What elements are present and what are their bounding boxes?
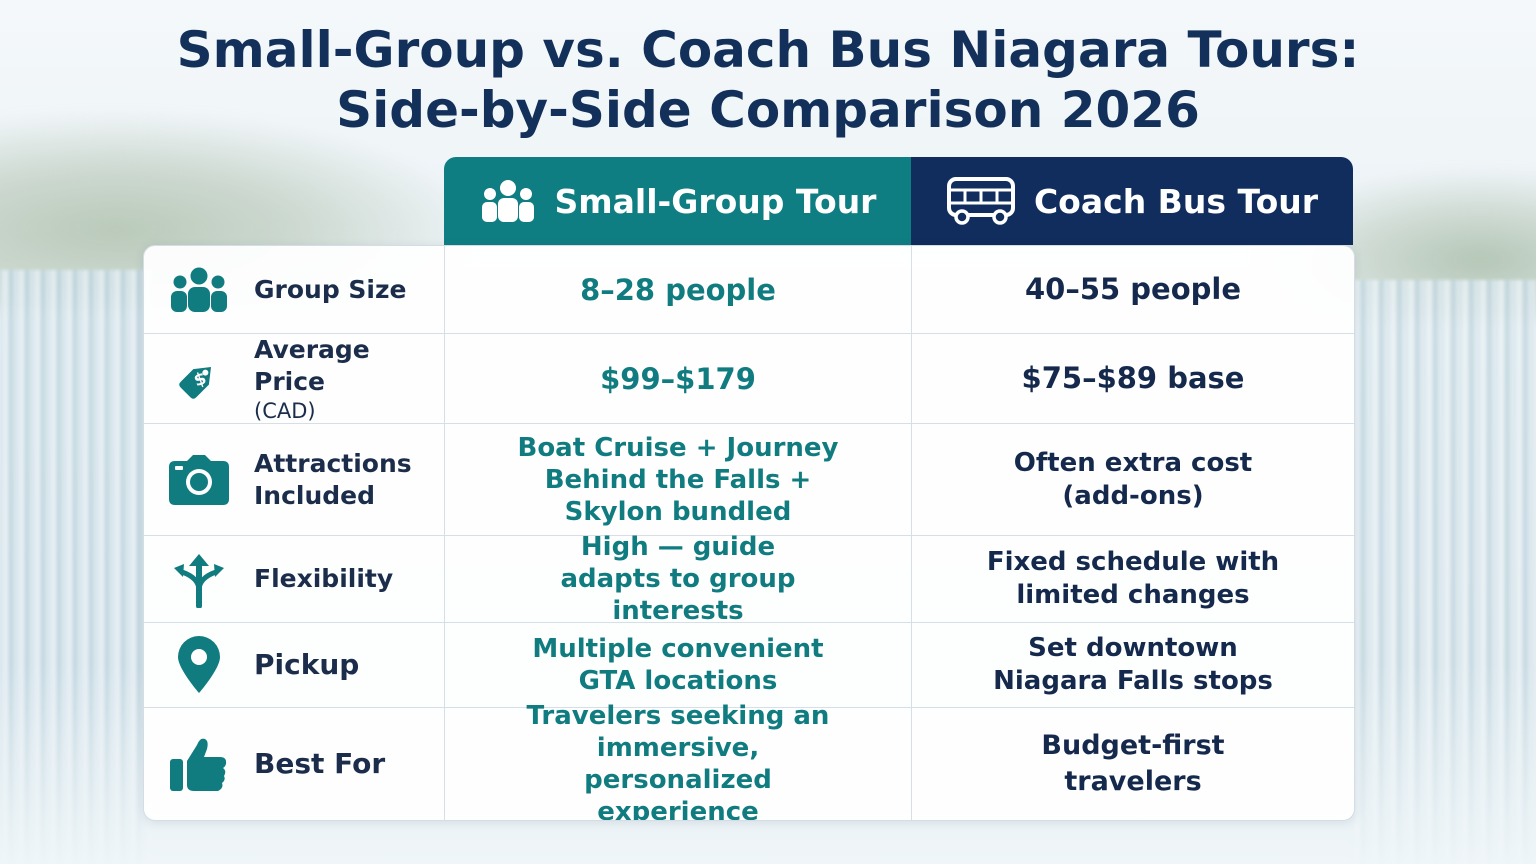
camera-icon (168, 449, 230, 511)
small-group-value-cell: Travelers seeking an immersive, personal… (445, 701, 912, 820)
row-label: Group Size (254, 274, 407, 304)
title-line-1: Small-Group vs. Coach Bus Niagara Tours: (176, 21, 1360, 79)
coach-bus-value: Budget-first travelers (1041, 730, 1225, 797)
table-row-pickup: Pickup Multiple convenient GTA locations… (144, 622, 1354, 707)
column-header-coach-bus: Coach Bus Tour (911, 157, 1353, 245)
row-label-cell: Attractions Included (144, 424, 445, 535)
coach-bus-value-cell: $75–$89 base (912, 334, 1354, 423)
page-title: Small-Group vs. Coach Bus Niagara Tours:… (0, 20, 1536, 140)
title-line-2: Side-by-Side Comparison 2026 (336, 81, 1200, 139)
row-label: Pickup (254, 648, 360, 681)
row-label: Flexibility (254, 564, 394, 593)
comparison-table: Group Size 8–28 people 40–55 people $ Av… (143, 245, 1355, 821)
table-row-attractions: Attractions Included Boat Cruise + Journ… (144, 423, 1354, 535)
location-pin-icon (168, 634, 230, 696)
row-label-cell: $ Average Price (CAD) (144, 334, 445, 423)
group-icon (479, 179, 537, 223)
row-label-cell: Group Size (144, 246, 445, 333)
people-icon (168, 259, 230, 321)
coach-bus-value: Often extra cost (add-ons) (1013, 447, 1253, 511)
bus-icon (946, 176, 1016, 226)
small-group-value: $99–$179 (600, 361, 756, 396)
row-label-cell: Flexibility (144, 536, 445, 622)
small-group-value-cell: $99–$179 (445, 334, 912, 423)
row-sublabel: (CAD) (254, 398, 316, 423)
table-row-flexibility: Flexibility High — guide adapts to group… (144, 532, 1354, 626)
row-label: Attractions Included (254, 448, 412, 510)
row-label: Average Price (CAD) (254, 334, 444, 424)
coach-bus-value: Set downtown Niagara Falls stops (993, 633, 1273, 696)
coach-bus-value: 40–55 people (1024, 272, 1242, 306)
column-header-small-label: Small-Group Tour (554, 181, 877, 221)
small-group-value: High — guide adapts to group interests (560, 532, 796, 626)
small-group-value: Multiple convenient GTA locations (532, 634, 824, 696)
coach-bus-value-cell: Budget-first travelers (912, 708, 1354, 820)
coach-bus-value-cell: Fixed schedule with limited changes (912, 536, 1354, 622)
column-header-small-group: Small-Group Tour (444, 157, 911, 245)
row-label-cell: Pickup (144, 623, 445, 707)
table-row-average-price: $ Average Price (CAD) $99–$179 $75–$89 b… (144, 333, 1354, 423)
small-group-value: 8–28 people (580, 272, 776, 307)
coach-bus-value: Fixed schedule with limited changes (986, 547, 1280, 610)
coach-bus-value-cell: Often extra cost (add-ons) (912, 424, 1354, 535)
split-arrows-icon (168, 548, 230, 610)
thumbs-up-icon (168, 733, 230, 795)
small-group-value-cell: Multiple convenient GTA locations (445, 623, 912, 707)
small-group-value-cell: High — guide adapts to group interests (445, 532, 912, 626)
small-group-value-cell: Boat Cruise + Journey Behind the Falls +… (445, 424, 912, 535)
row-label: Best For (254, 747, 386, 780)
column-header-coach-label: Coach Bus Tour (1033, 181, 1319, 221)
price-tag-icon: $ (168, 348, 230, 410)
table-row-best-for: Best For Travelers seeking an immersive,… (144, 701, 1354, 820)
table-row-group-size: Group Size 8–28 people 40–55 people (144, 246, 1354, 333)
coach-bus-value-cell: 40–55 people (912, 246, 1354, 333)
coach-bus-value-cell: Set downtown Niagara Falls stops (912, 623, 1354, 707)
row-label-cell: Best For (144, 708, 445, 820)
small-group-value: Boat Cruise + Journey Behind the Falls +… (517, 432, 839, 527)
small-group-value-cell: 8–28 people (445, 246, 912, 333)
coach-bus-value: $75–$89 base (1021, 361, 1245, 395)
small-group-value: Travelers seeking an immersive, personal… (526, 701, 830, 821)
